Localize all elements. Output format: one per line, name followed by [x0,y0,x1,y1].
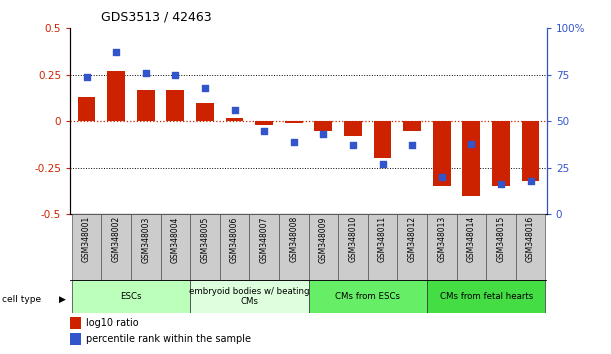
Text: GSM348009: GSM348009 [319,216,328,263]
Bar [492,121,510,186]
Text: GSM348004: GSM348004 [171,216,180,263]
Bar [190,214,220,280]
Text: GSM348013: GSM348013 [437,216,446,262]
Bar [486,214,516,280]
Point [82,74,92,79]
Bar [279,214,309,280]
Bar [71,280,190,313]
Text: GSM348015: GSM348015 [497,216,505,262]
Point [170,72,180,78]
Bar [397,214,427,280]
Point [259,128,269,133]
Bar [522,121,540,181]
Text: GSM348011: GSM348011 [378,216,387,262]
Bar [161,214,190,280]
Bar [427,214,456,280]
Text: GSM348010: GSM348010 [348,216,357,262]
Point [496,182,506,187]
Bar [368,214,397,280]
Point [200,85,210,91]
Bar [108,71,125,121]
Point [348,143,358,148]
Text: percentile rank within the sample: percentile rank within the sample [86,334,251,344]
Bar [516,214,546,280]
Point [408,143,417,148]
Bar [225,118,243,121]
Bar [101,214,131,280]
Bar [249,214,279,280]
Bar [131,214,161,280]
Point [289,139,299,144]
Text: GSM348014: GSM348014 [467,216,476,262]
Bar [166,90,185,121]
Bar [309,214,338,280]
Point [525,178,535,183]
Text: GSM348005: GSM348005 [200,216,210,263]
Text: CMs from fetal hearts: CMs from fetal hearts [439,292,533,301]
Bar [403,121,421,131]
Bar [344,121,362,136]
Bar [456,214,486,280]
Text: log10 ratio: log10 ratio [86,318,138,328]
Text: GSM348003: GSM348003 [141,216,150,263]
Bar [78,97,95,121]
Point [466,141,476,146]
Bar [137,90,155,121]
Text: GSM348007: GSM348007 [260,216,269,263]
Bar [427,280,546,313]
Text: GDS3513 / 42463: GDS3513 / 42463 [101,11,211,24]
Text: CMs from ESCs: CMs from ESCs [335,292,400,301]
Bar [71,214,101,280]
Text: GSM348006: GSM348006 [230,216,239,263]
Point [378,161,387,167]
Text: GSM348012: GSM348012 [408,216,417,262]
Text: embryoid bodies w/ beating
CMs: embryoid bodies w/ beating CMs [189,287,310,306]
Bar [285,121,302,123]
Bar [433,121,451,186]
Text: cell type: cell type [2,295,41,304]
Text: GSM348008: GSM348008 [289,216,298,262]
Bar [190,280,309,313]
Bar [309,280,427,313]
Bar [374,121,392,159]
Text: GSM348001: GSM348001 [82,216,91,262]
Text: ESCs: ESCs [120,292,142,301]
Bar [463,121,480,195]
Point [318,131,328,137]
Bar [255,121,273,125]
Bar [338,214,368,280]
Point [111,50,121,55]
Text: GSM348002: GSM348002 [112,216,120,262]
Point [230,107,240,113]
Point [141,70,151,76]
Bar [220,214,249,280]
Text: GSM348016: GSM348016 [526,216,535,262]
Point [437,174,447,180]
Text: ▶: ▶ [59,295,66,304]
Bar [196,103,214,121]
Bar [315,121,332,131]
